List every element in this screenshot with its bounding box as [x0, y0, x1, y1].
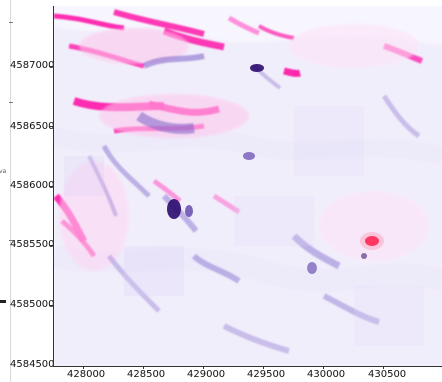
y-tick [49, 245, 53, 246]
speckle-overlay [64, 106, 424, 346]
y-tick-label: 4584500 [10, 359, 55, 370]
y-tick-label: 4586000 [10, 180, 55, 191]
negative-spots [167, 64, 367, 274]
y-tick-label: 4586500 [10, 121, 55, 132]
x-tick [323, 366, 324, 369]
x-tick-label: 429000 [187, 369, 226, 380]
x-tick [143, 366, 144, 369]
colorbar-tick [9, 22, 13, 23]
x-tick-label: 430500 [368, 369, 407, 380]
colorbar-tick [9, 240, 13, 241]
y-tick [49, 126, 53, 127]
colorbar-marker [0, 300, 6, 303]
positive-haze [59, 24, 429, 271]
map-raster [54, 6, 442, 366]
colorbar-label: va [0, 168, 7, 175]
y-tick-label: 4587000 [10, 60, 55, 71]
x-tick [383, 366, 384, 369]
map-canvas[interactable] [53, 6, 442, 367]
x-tick-label: 428000 [67, 369, 106, 380]
colorbar-tick [9, 102, 13, 103]
y-tick [49, 186, 53, 187]
y-tick [49, 66, 53, 67]
colorbar-strip [0, 0, 11, 382]
hotspot [360, 232, 384, 250]
x-tick-label: 430000 [307, 369, 346, 380]
x-tick-label: 428500 [127, 369, 166, 380]
x-tick-label: 429500 [247, 369, 286, 380]
y-tick-label: 4585500 [10, 239, 55, 250]
y-tick [49, 305, 53, 306]
negative-anomalies [87, 53, 421, 354]
x-tick [263, 366, 264, 369]
y-tick-label: 4585000 [10, 299, 55, 310]
x-tick [83, 366, 84, 369]
x-tick [203, 366, 204, 369]
